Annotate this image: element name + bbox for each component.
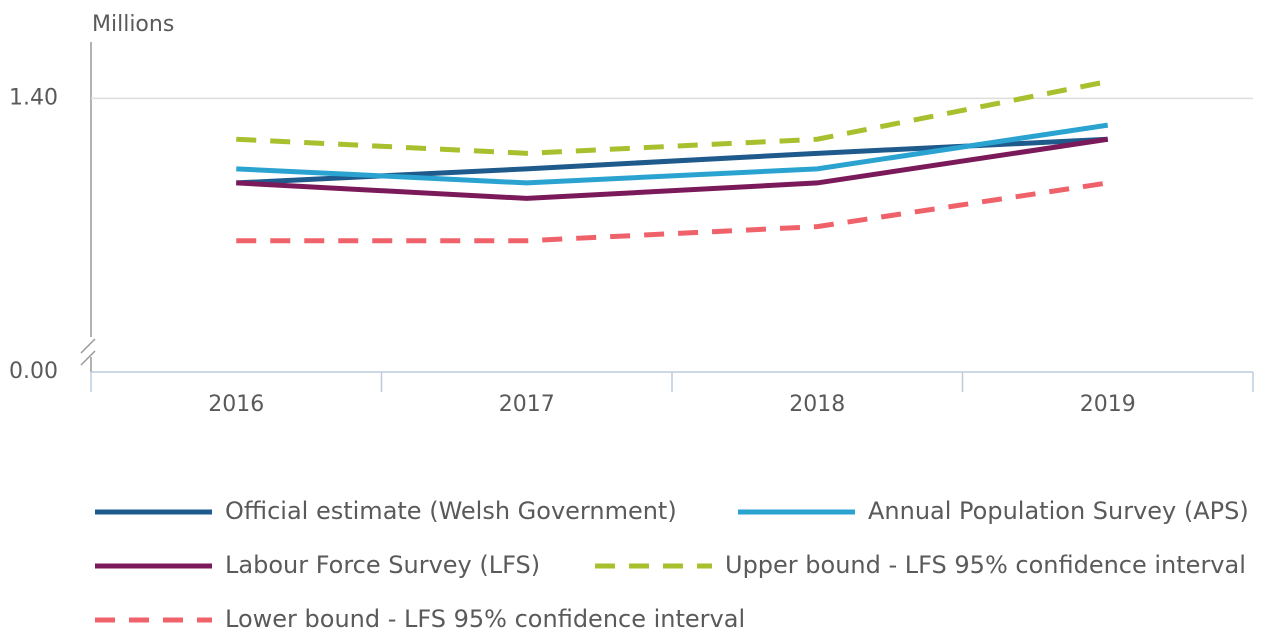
legend-label: Official estimate (Welsh Government) bbox=[225, 497, 677, 525]
line-series bbox=[236, 136, 1109, 201]
line-series bbox=[236, 122, 1109, 186]
x-tick-label: 2018 bbox=[789, 392, 845, 417]
axis-break bbox=[80, 350, 96, 366]
legend-label: Annual Population Survey (APS) bbox=[868, 497, 1249, 525]
y-tick-label: 0.00 bbox=[9, 359, 58, 384]
x-tick-label: 2019 bbox=[1080, 392, 1136, 417]
legend-label: Labour Force Survey (LFS) bbox=[225, 551, 540, 579]
line-series bbox=[236, 180, 1109, 244]
axis-break bbox=[80, 338, 96, 354]
y-tick-label: 1.40 bbox=[9, 85, 58, 110]
y-axis-label: Millions bbox=[92, 12, 174, 37]
line-series bbox=[236, 79, 1109, 156]
legend-label: Lower bound - LFS 95% confidence interva… bbox=[225, 605, 745, 633]
x-tick-label: 2016 bbox=[208, 392, 264, 417]
legend-label: Upper bound - LFS 95% confidence interva… bbox=[725, 551, 1246, 579]
x-tick-label: 2017 bbox=[499, 392, 555, 417]
